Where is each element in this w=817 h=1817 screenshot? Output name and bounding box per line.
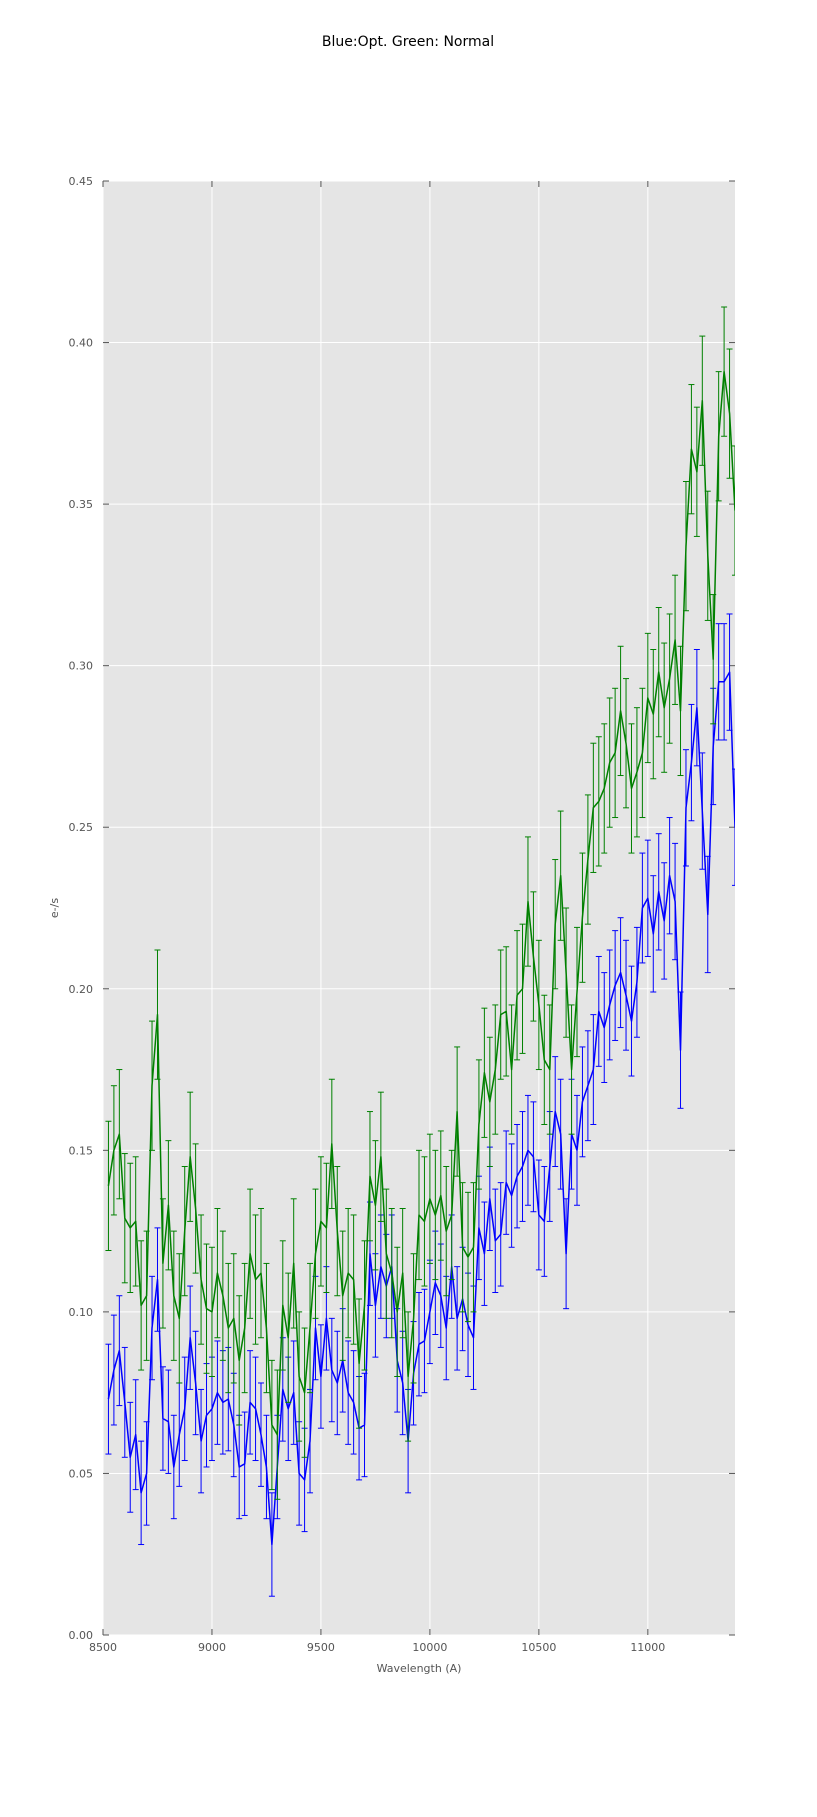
tick-labels: 8500 9000 9500 10000 10500 11000 0.00 0.05 0.10 0… (69, 175, 666, 1654)
y-tick-label: 0.20 (69, 983, 94, 996)
series-line (107, 671, 735, 1546)
y-tick-label: 0.25 (69, 821, 94, 834)
y-tick-label: 0.05 (69, 1467, 94, 1480)
y-tick-label: 0.35 (69, 498, 94, 511)
y-tick-label: 0.40 (69, 337, 94, 350)
y-tick-label: 0.45 (69, 175, 94, 188)
x-axis-label: Wavelength (A) (377, 1662, 462, 1675)
series-line (107, 370, 735, 1436)
x-tick-label: 9500 (307, 1641, 335, 1654)
x-tick-label: 10500 (521, 1641, 556, 1654)
y-axis-label: e-/s (48, 898, 61, 918)
x-tick-label: 8500 (89, 1641, 117, 1654)
series-1 (105, 306, 735, 1500)
axis-ticks (102, 180, 735, 1636)
x-tick-label: 9000 (198, 1641, 226, 1654)
chart-title: Blue:Opt. Green: Normal (322, 34, 494, 50)
series-layer (105, 306, 735, 1597)
x-tick-label: 10000 (412, 1641, 447, 1654)
y-tick-label: 0.00 (69, 1629, 94, 1642)
y-tick-label: 0.10 (69, 1306, 94, 1319)
y-tick-label: 0.15 (69, 1144, 94, 1157)
x-tick-label: 11000 (630, 1641, 665, 1654)
y-tick-label: 0.30 (69, 660, 94, 673)
plot-area (103, 181, 735, 1635)
